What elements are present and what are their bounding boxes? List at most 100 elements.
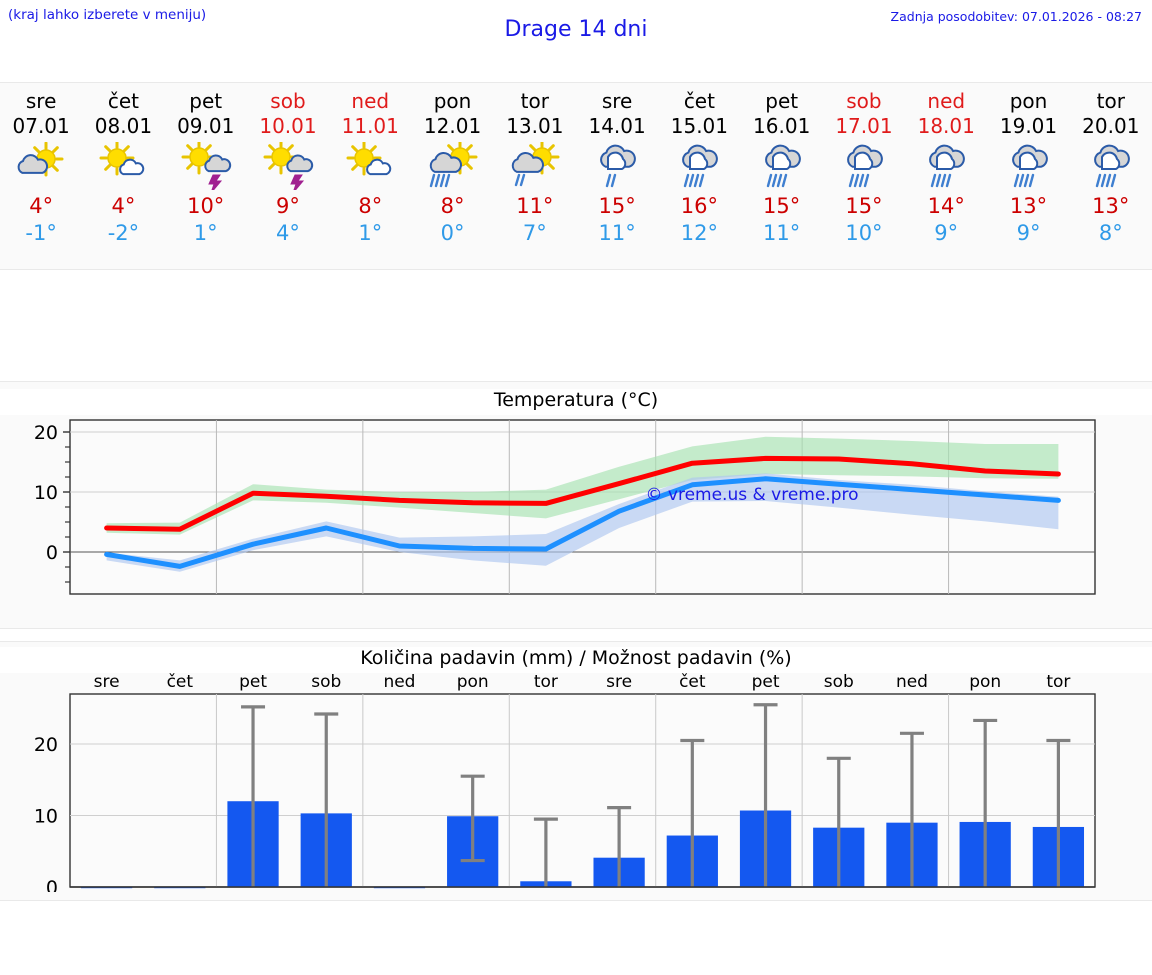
sun-smallcloud-icon xyxy=(99,142,145,176)
precipitation-chart-panel: Količina padavin (mm) / Možnost padavin … xyxy=(0,641,1152,901)
day-card[interactable]: ned 11.01 8° 1° xyxy=(329,83,411,269)
precipitation-day-label: ned xyxy=(383,672,415,692)
day-name: čet xyxy=(683,89,715,113)
day-card[interactable]: pon 19.01 13° 9° xyxy=(987,83,1069,269)
temperature-min: -1° xyxy=(25,221,57,245)
temperature-min: 4° xyxy=(276,221,300,245)
day-name: tor xyxy=(1096,89,1125,113)
sun-cloud-rain-icon xyxy=(429,142,478,188)
day-date: 13.01 xyxy=(506,114,564,138)
precipitation-day-label: sob xyxy=(311,672,341,692)
precipitation-day-label: pon xyxy=(969,672,1001,692)
day-name: pet xyxy=(189,89,223,113)
temperature-min: 12° xyxy=(680,221,718,245)
cloud-rain-icon xyxy=(929,144,966,188)
day-card[interactable]: sob 10.01 9° 4° xyxy=(247,83,329,269)
sun-smallcloud-icon xyxy=(346,142,392,176)
day-card[interactable]: tor 13.01 11° 7° xyxy=(494,83,576,269)
temperature-min: 0° xyxy=(440,221,465,245)
temperature-max: 15° xyxy=(763,194,801,218)
day-card[interactable]: sob 17.01 15° 10° xyxy=(823,83,905,269)
day-card[interactable]: čet 15.01 16° 12° xyxy=(658,83,740,269)
temperature-chart: 0 10 20 © vreme.us & vreme.pro xyxy=(34,419,1096,595)
temperature-min: 8° xyxy=(1098,221,1123,245)
day-card[interactable]: ned 18.01 14° 9° xyxy=(905,83,987,269)
precipitation-day-label: tor xyxy=(1046,672,1070,692)
day-date: 12.01 xyxy=(423,114,482,138)
day-name: čet xyxy=(107,89,139,113)
last-update-text: Zadnja posodobitev: 07.01.2026 - 08:27 xyxy=(890,9,1142,24)
precipitation-day-label: ned xyxy=(896,672,928,692)
cloud-rain-icon xyxy=(682,144,719,188)
day-date: 15.01 xyxy=(670,114,729,138)
day-date: 17.01 xyxy=(835,114,893,138)
precipitation-chart: sre čet pet sob ned pon tor sre čet pet sob ned pon t… xyxy=(34,672,1096,892)
temperature-min: 10° xyxy=(845,221,883,245)
cloud-lightrain-icon xyxy=(600,144,636,188)
day-card[interactable]: tor 20.01 13° 8° xyxy=(1070,83,1152,269)
temperature-max: 13° xyxy=(1092,194,1130,218)
day-date: 09.01 xyxy=(177,114,235,138)
temperature-max: 4° xyxy=(111,194,136,218)
temperature-max: 8° xyxy=(358,194,383,218)
day-card[interactable]: sre 07.01 4° -1° xyxy=(0,83,82,269)
temperature-min: 1° xyxy=(193,221,218,245)
day-card[interactable]: pon 12.01 8° 0° xyxy=(411,83,493,269)
page-header: (kraj lahko izberete v meniju) Drage 14 … xyxy=(0,0,1152,62)
temperature-chart-title: Temperatura (°C) xyxy=(0,389,1152,415)
cloud-rain-icon xyxy=(1093,144,1130,188)
sun-cloud-lightrain-icon xyxy=(511,142,560,187)
menu-hint-text: (kraj lahko izberete v meniju) xyxy=(8,7,207,23)
day-name: sob xyxy=(270,89,306,113)
temperature-min: 9° xyxy=(934,221,959,245)
temperature-max: 11° xyxy=(516,194,554,218)
precipitation-day-label: pet xyxy=(752,672,780,692)
temperature-min: 9° xyxy=(1016,221,1041,245)
temperature-min: 11° xyxy=(763,221,801,245)
daily-forecast-strip: sre 07.01 4° -1° čet 08.01 4° -2° pet 09.01 10° 1° s… xyxy=(0,82,1152,270)
temperature-max: 8° xyxy=(440,194,465,218)
y-axis-label: 20 xyxy=(34,422,58,444)
temperature-max: 14° xyxy=(927,194,965,218)
sun-cloud-icon xyxy=(17,142,64,177)
precipitation-day-label: sre xyxy=(94,672,120,692)
day-date: 08.01 xyxy=(94,114,153,138)
day-card[interactable]: pet 16.01 15° 11° xyxy=(741,83,823,269)
temperature-max: 16° xyxy=(680,194,718,218)
precipitation-day-label: pon xyxy=(457,672,489,692)
day-name: sob xyxy=(846,89,882,113)
day-date: 14.01 xyxy=(588,114,646,138)
cloud-rain-icon xyxy=(764,144,801,188)
y-axis-label: 10 xyxy=(34,806,58,828)
day-date: 07.01 xyxy=(12,114,70,138)
y-axis-label: 0 xyxy=(46,877,58,892)
day-card[interactable]: sre 14.01 15° 11° xyxy=(576,83,658,269)
temperature-max: 13° xyxy=(1009,194,1048,218)
precipitation-day-label: sre xyxy=(606,672,632,692)
copyright-watermark: © vreme.us & vreme.pro xyxy=(645,485,858,505)
cloud-rain-icon xyxy=(847,144,883,188)
day-date: 11.01 xyxy=(341,114,399,138)
day-date: 10.01 xyxy=(259,114,317,138)
temperature-max: 15° xyxy=(598,194,636,218)
temperature-max: 9° xyxy=(276,194,300,218)
precipitation-day-label: čet xyxy=(679,672,706,692)
precipitation-day-label: čet xyxy=(167,672,194,692)
day-date: 16.01 xyxy=(753,114,811,138)
temperature-max: 4° xyxy=(29,194,54,218)
day-name: ned xyxy=(351,89,390,113)
precipitation-day-label: tor xyxy=(534,672,558,692)
day-name: pet xyxy=(765,89,799,113)
temperature-min: 11° xyxy=(598,221,636,245)
temperature-max: 15° xyxy=(845,194,883,218)
precipitation-day-label: pet xyxy=(239,672,267,692)
day-card[interactable]: čet 08.01 4° -2° xyxy=(82,83,164,269)
cloud-rain-icon xyxy=(1011,144,1048,188)
temperature-min: 1° xyxy=(358,221,383,245)
day-card[interactable]: pet 09.01 10° 1° xyxy=(165,83,247,269)
day-name: pon xyxy=(1009,89,1048,113)
precipitation-day-label: sob xyxy=(824,672,854,692)
sun-thunder-icon xyxy=(263,142,314,190)
temperature-chart-panel: Temperatura (°C) 0 10 20 © vreme.us & vreme… xyxy=(0,381,1152,629)
